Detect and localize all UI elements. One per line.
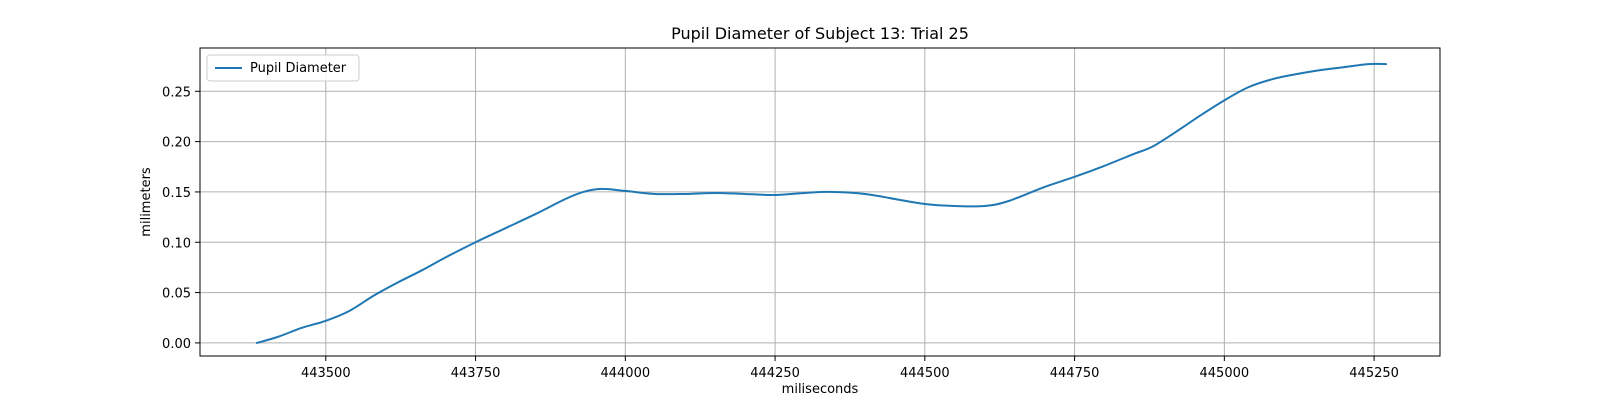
y-axis-ticks: 0.00 0.05 0.10 0.15 0.20 0.25 <box>162 85 200 352</box>
x-axis-ticks: 443500 443750 444000 444250 444500 444750 4450… <box>301 356 1399 381</box>
legend: Pupil Diameter <box>206 54 360 82</box>
x-tick-label: 444750 <box>1050 366 1100 381</box>
plot-frame <box>199 47 1441 357</box>
x-tick-label: 444250 <box>750 366 800 381</box>
series-line-pupil-diameter <box>255 62 1388 344</box>
y-axis-label: milimeters <box>139 167 154 237</box>
x-tick-label: 444500 <box>900 366 950 381</box>
grid-lines <box>200 48 1440 356</box>
x-tick-label: 443500 <box>301 366 351 381</box>
series-layer <box>255 62 1388 344</box>
x-axis-label: miliseconds <box>782 382 859 397</box>
plot-area <box>200 48 1440 356</box>
y-tick-label: 0.05 <box>162 287 191 302</box>
x-tick-label: 444000 <box>600 366 650 381</box>
chart-title: Pupil Diameter of Subject 13: Trial 25 <box>671 24 969 43</box>
x-tick-label: 443750 <box>451 366 501 381</box>
y-tick-label: 0.00 <box>162 337 191 352</box>
y-tick-label: 0.20 <box>162 136 191 151</box>
legend-box <box>206 54 360 82</box>
y-tick-label: 0.25 <box>162 85 191 100</box>
legend-label: Pupil Diameter <box>250 61 347 76</box>
x-tick-label: 445000 <box>1200 366 1250 381</box>
y-tick-label: 0.10 <box>162 236 191 251</box>
y-tick-label: 0.15 <box>162 186 191 201</box>
x-tick-label: 445250 <box>1349 366 1399 381</box>
